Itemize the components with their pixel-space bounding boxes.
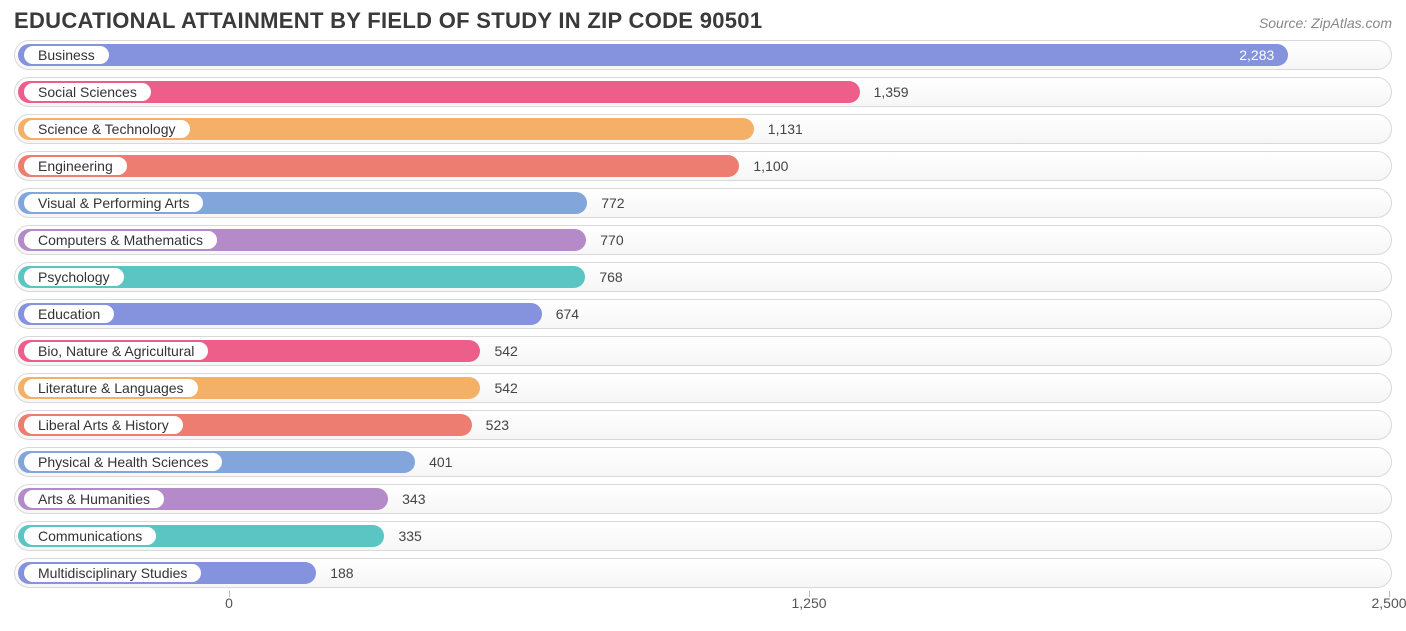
bar-row: Engineering 1,100 — [14, 151, 1392, 181]
bar-row: Computers & Mathematics 770 — [14, 225, 1392, 255]
bar-row: Bio, Nature & Agricultural 542 — [14, 336, 1392, 366]
category-pill: Liberal Arts & History — [22, 414, 185, 436]
axis-tick-label: 1,250 — [791, 595, 826, 611]
bar-value: 335 — [398, 521, 421, 551]
category-pill: Arts & Humanities — [22, 488, 166, 510]
bar-row: Psychology 768 — [14, 262, 1392, 292]
category-pill: Psychology — [22, 266, 126, 288]
bar-row: Arts & Humanities 343 — [14, 484, 1392, 514]
bar-value: 1,100 — [753, 151, 788, 181]
bar-value: 770 — [600, 225, 623, 255]
bar-value: 188 — [330, 558, 353, 588]
category-label: Bio, Nature & Agricultural — [38, 343, 194, 359]
x-axis: 01,2502,500 — [14, 595, 1392, 617]
source-attribution: Source: ZipAtlas.com — [1259, 15, 1392, 31]
category-pill: Multidisciplinary Studies — [22, 562, 203, 584]
category-pill: Education — [22, 303, 116, 325]
bar-value: 1,359 — [874, 77, 909, 107]
category-label: Psychology — [38, 269, 110, 285]
category-pill: Science & Technology — [22, 118, 192, 140]
category-label: Multidisciplinary Studies — [38, 565, 187, 581]
category-label: Arts & Humanities — [38, 491, 150, 507]
category-pill: Visual & Performing Arts — [22, 192, 205, 214]
bar-row: Business 2,283 — [14, 40, 1392, 70]
category-pill: Bio, Nature & Agricultural — [22, 340, 210, 362]
bar-value: 674 — [556, 299, 579, 329]
bar-row: Liberal Arts & History 523 — [14, 410, 1392, 440]
category-pill: Communications — [22, 525, 158, 547]
category-pill: Literature & Languages — [22, 377, 200, 399]
bar-value: 523 — [486, 410, 509, 440]
bar-row: Communications 335 — [14, 521, 1392, 551]
bar-value: 768 — [599, 262, 622, 292]
bar-value: 343 — [402, 484, 425, 514]
bar-value: 1,131 — [768, 114, 803, 144]
bar-value: 542 — [494, 336, 517, 366]
bar-row: Social Sciences 1,359 — [14, 77, 1392, 107]
bar-row: Education 674 — [14, 299, 1392, 329]
bar-value: 2,283 — [1228, 40, 1288, 70]
category-label: Literature & Languages — [38, 380, 184, 396]
axis-tick-label: 2,500 — [1371, 595, 1406, 611]
category-label: Computers & Mathematics — [38, 232, 203, 248]
axis-tick-label: 0 — [225, 595, 233, 611]
bar-row: Visual & Performing Arts 772 — [14, 188, 1392, 218]
bar-value: 401 — [429, 447, 452, 477]
category-pill: Business — [22, 44, 111, 66]
category-pill: Computers & Mathematics — [22, 229, 219, 251]
category-label: Business — [38, 47, 95, 63]
category-pill: Physical & Health Sciences — [22, 451, 224, 473]
bar-fill — [18, 44, 1288, 66]
category-label: Education — [38, 306, 100, 322]
bar-row: Multidisciplinary Studies 188 — [14, 558, 1392, 588]
bar-row: Physical & Health Sciences 401 — [14, 447, 1392, 477]
bar-value: 772 — [601, 188, 624, 218]
bar-row: Science & Technology 1,131 — [14, 114, 1392, 144]
category-label: Science & Technology — [38, 121, 176, 137]
category-label: Communications — [38, 528, 142, 544]
category-label: Visual & Performing Arts — [38, 195, 189, 211]
category-label: Engineering — [38, 158, 113, 174]
category-label: Liberal Arts & History — [38, 417, 169, 433]
category-label: Social Sciences — [38, 84, 137, 100]
bar-row: Literature & Languages 542 — [14, 373, 1392, 403]
category-pill: Social Sciences — [22, 81, 153, 103]
category-label: Physical & Health Sciences — [38, 454, 208, 470]
category-pill: Engineering — [22, 155, 129, 177]
chart-title: EDUCATIONAL ATTAINMENT BY FIELD OF STUDY… — [14, 8, 762, 34]
bar-chart: Business 2,283 Social Sciences 1,359 Science… — [14, 40, 1392, 588]
bar-value: 542 — [494, 373, 517, 403]
